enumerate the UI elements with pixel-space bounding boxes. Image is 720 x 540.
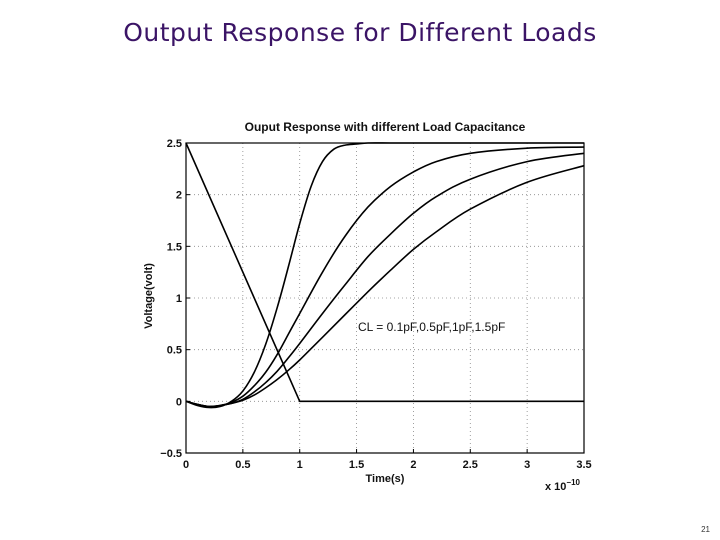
series-line-0	[185, 142, 584, 403]
series-lines	[185, 142, 585, 409]
series-annotation: CL = 0.1pF,0.5pF,1pF,1.5pF	[358, 320, 505, 334]
series-line-4	[185, 164, 585, 408]
x-tick-label: 1.5	[349, 459, 364, 471]
x-tick-label: 3	[524, 459, 530, 471]
y-tick-label: 0	[176, 396, 182, 408]
y-tick-label: 1.5	[167, 241, 182, 253]
plot-frame	[185, 142, 585, 454]
x-tick-label: 2.5	[463, 459, 478, 471]
chart-title: Ouput Response with different Load Capac…	[245, 120, 526, 134]
slide-number: 21	[701, 525, 710, 534]
x-multiplier: x 10−10	[545, 478, 581, 493]
x-multiplier-exponent: −10	[566, 478, 580, 487]
y-axis-label: Voltage(volt)	[143, 263, 155, 329]
y-tick-label: 2.5	[167, 138, 182, 150]
y-tick-label: −0.5	[160, 448, 182, 460]
x-multiplier-base: x 10	[545, 481, 566, 493]
slide-title: Output Response for Different Loads	[123, 18, 597, 47]
x-tick-label: 0	[183, 459, 189, 471]
x-tick-label: 3.5	[576, 459, 591, 471]
tick-labels: 0 0.5 1 1.5 2 2.5 3 3.5−0.500.511.522.5	[160, 138, 591, 471]
y-tick-label: 2	[176, 190, 182, 202]
x-tick-label: 0.5	[235, 459, 250, 471]
x-axis-label: Time(s)	[366, 473, 405, 485]
y-tick-label: 1	[176, 293, 182, 305]
x-tick-label: 2	[410, 459, 416, 471]
x-tick-label: 1	[297, 459, 303, 471]
grid-lines	[185, 142, 585, 454]
y-tick-label: 0.5	[167, 345, 182, 357]
